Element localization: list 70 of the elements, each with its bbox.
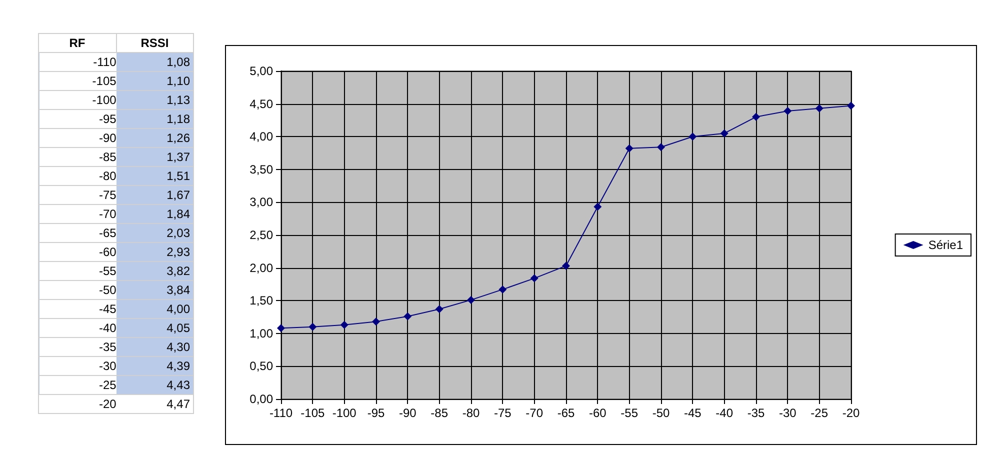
- point: [784, 107, 792, 116]
- text: -20 4,47: [38, 394, 194, 414]
- text: -40 4,05: [38, 318, 194, 338]
- x-tick-label: -80: [462, 406, 480, 420]
- point: [752, 112, 760, 121]
- point: [340, 320, 348, 329]
- point: [847, 102, 855, 110]
- x-tick-label: -100: [332, 406, 357, 420]
- text: -110 1,08: [38, 52, 194, 72]
- text: -90 1,26: [38, 128, 194, 148]
- text: -55 3,82: [38, 262, 194, 280]
- text: -30 4,39: [38, 356, 194, 376]
- x-tick-label: -55: [620, 406, 638, 420]
- point: [720, 129, 728, 138]
- text: -65 2,03: [38, 224, 194, 242]
- text: -105 1,10: [38, 72, 194, 90]
- text: -50 3,84: [38, 280, 194, 300]
- text: -80 1,51: [38, 166, 194, 186]
- point: [498, 285, 507, 294]
- y-tick-label: 4,00: [250, 130, 274, 144]
- y-tick-label: 4,50: [250, 96, 274, 111]
- y-tick-label: 0,50: [250, 359, 274, 374]
- point: [435, 305, 444, 314]
- text: -70 1,84: [38, 204, 194, 224]
- point: [688, 132, 697, 141]
- x-tick-label: -105: [300, 406, 325, 420]
- text: -100 1,13: [38, 90, 194, 110]
- x-tick-label: -40: [716, 406, 734, 420]
- x-tick-label: -75: [494, 406, 512, 420]
- x-tick-label: -45: [684, 406, 702, 420]
- x-tick-label: -20: [842, 406, 860, 420]
- point: [308, 322, 317, 331]
- text: -35 4,30: [38, 338, 194, 356]
- point: [562, 262, 570, 270]
- y-tick-label: 2,00: [250, 260, 274, 275]
- x-tick-label: -60: [588, 406, 607, 420]
- y-tick-label: 3,50: [250, 162, 274, 176]
- text: -85 1,37: [38, 148, 194, 166]
- y-tick-label: 0,00: [250, 392, 274, 406]
- point: [594, 202, 602, 211]
- point: [372, 318, 380, 326]
- text: -25 4,43: [38, 376, 194, 394]
- x-tick-label: -65: [557, 406, 575, 420]
- point: [625, 144, 634, 152]
- legend-label: Série1: [928, 238, 964, 252]
- x-tick-label: -35: [747, 406, 765, 420]
- text: RF: [38, 34, 116, 52]
- y-tick-label: 5,00: [250, 64, 274, 78]
- y-tick-label: 1,00: [250, 326, 274, 340]
- x-tick-label: -90: [398, 406, 417, 420]
- point: [530, 274, 538, 282]
- x-tick-label: -85: [430, 406, 448, 420]
- text: -95 1,18: [38, 110, 194, 128]
- point: [657, 143, 665, 152]
- x-tick-label: -30: [778, 406, 797, 420]
- y-tick-label: 3,00: [250, 195, 274, 210]
- x-tick-label: -95: [367, 406, 385, 420]
- text: -75 1,67: [38, 186, 194, 204]
- point: [467, 296, 475, 304]
- point: [404, 312, 412, 320]
- text: -60 2,93: [38, 242, 194, 262]
- x-tick-label: -70: [526, 406, 544, 420]
- point: [815, 104, 824, 112]
- text: RSSI: [116, 34, 194, 52]
- text: -45 4,00: [38, 300, 194, 318]
- x-tick-label: -50: [652, 406, 670, 420]
- y-tick-label: 1,50: [250, 294, 274, 308]
- x-tick-label: -110: [269, 406, 293, 420]
- y-tick-label: 2,50: [250, 228, 274, 242]
- x-tick-label: -25: [810, 406, 828, 420]
